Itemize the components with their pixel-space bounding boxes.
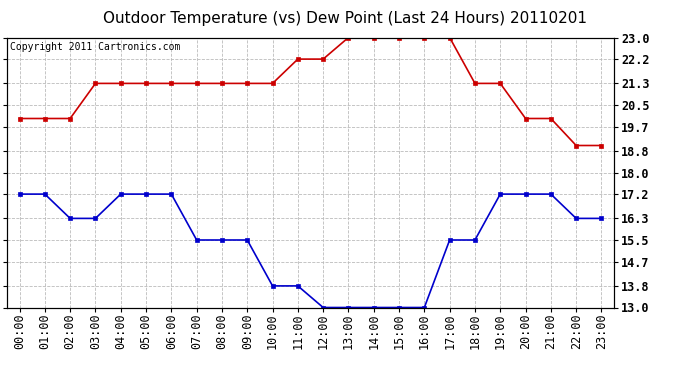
Text: Copyright 2011 Cartronics.com: Copyright 2011 Cartronics.com [10, 42, 180, 51]
Text: Outdoor Temperature (vs) Dew Point (Last 24 Hours) 20110201: Outdoor Temperature (vs) Dew Point (Last… [103, 11, 587, 26]
